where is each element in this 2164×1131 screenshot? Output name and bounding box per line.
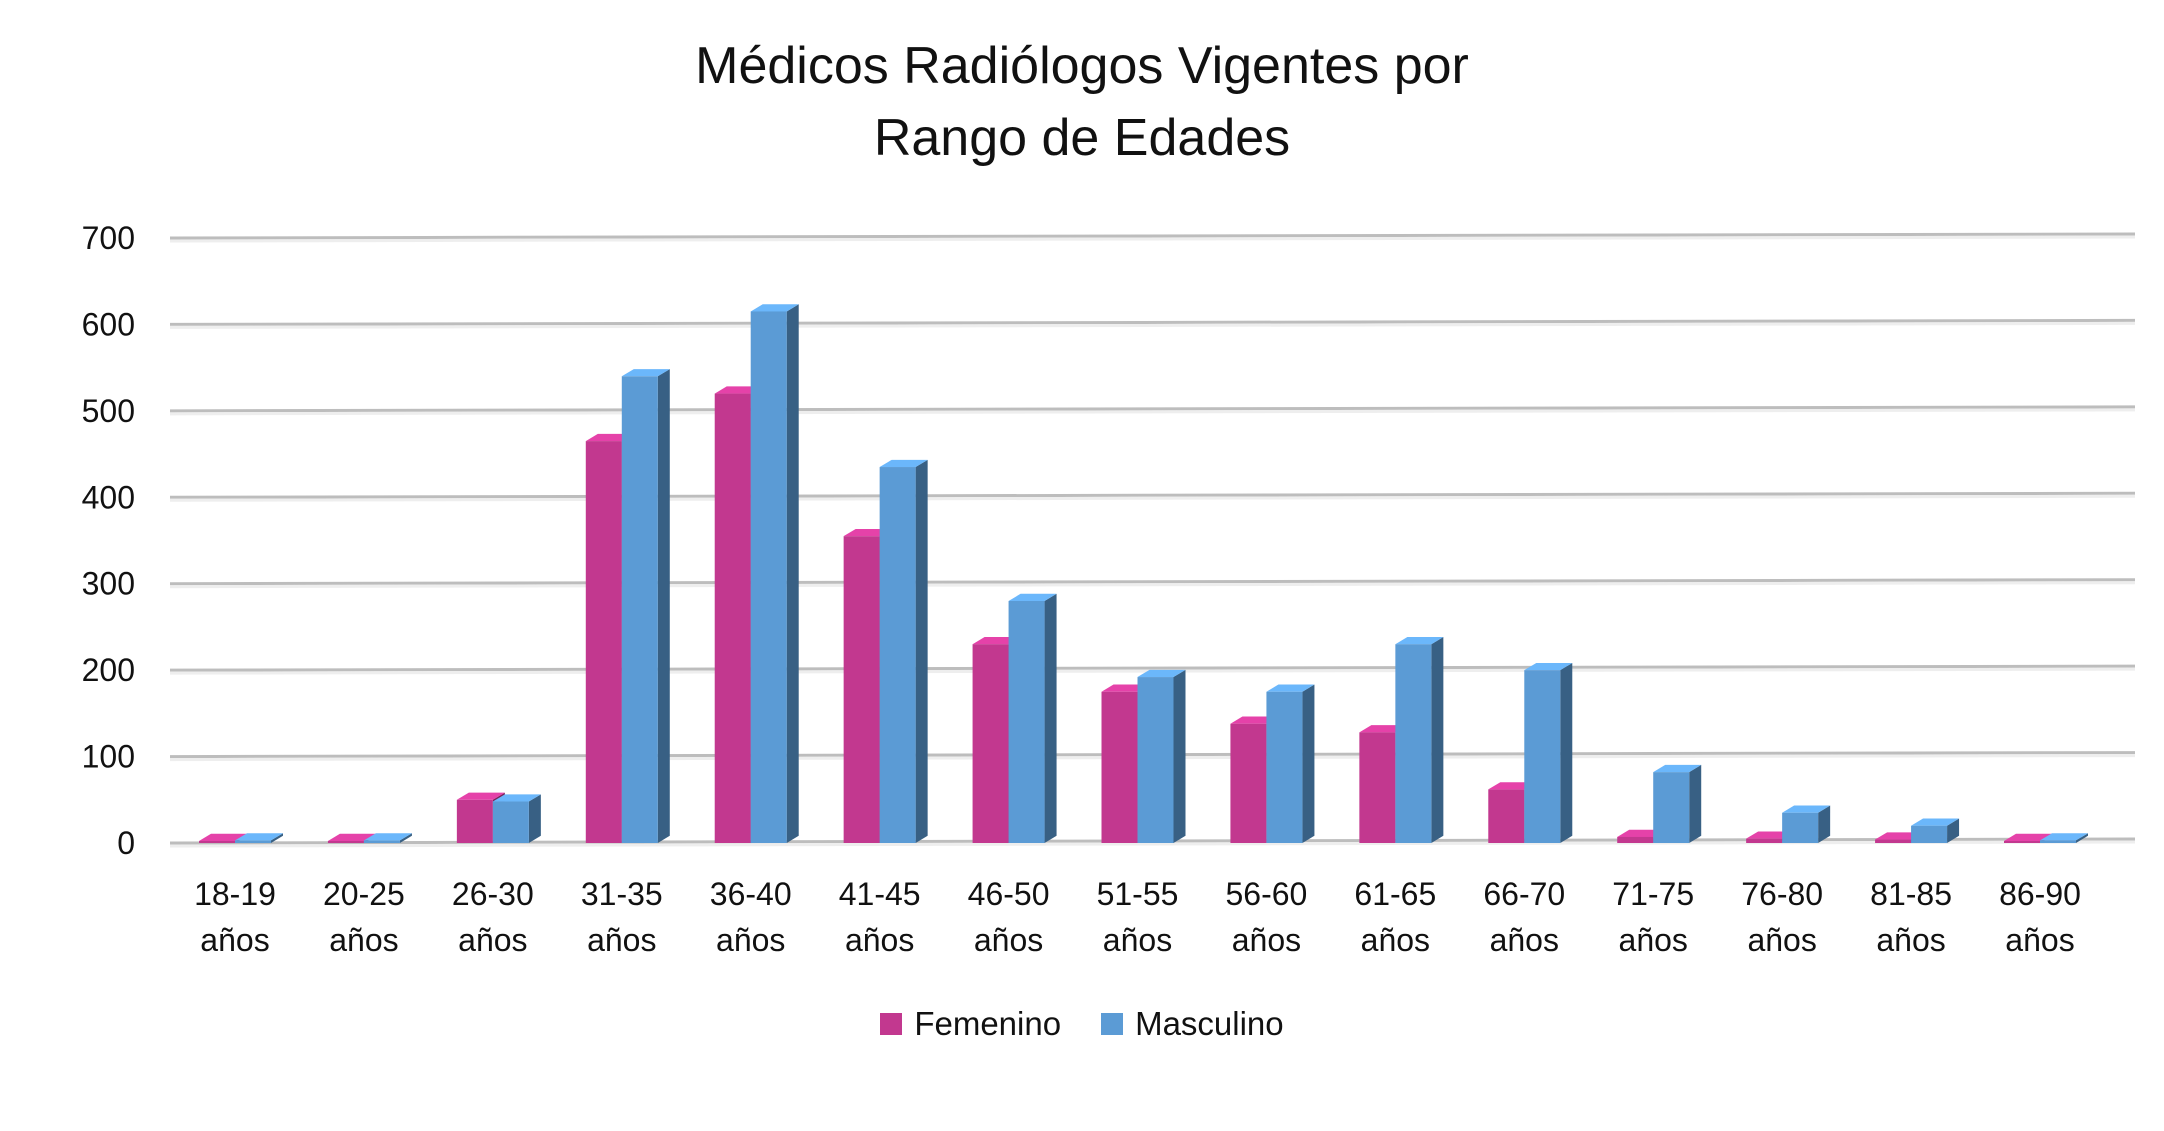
bar-masculino: [363, 833, 412, 843]
y-axis: 0 100 200 300 400 500 600 700: [82, 220, 135, 861]
y-tick-label: 0: [117, 825, 135, 861]
x-tick-label: 31-35: [581, 876, 663, 912]
x-tick-label: 76-80: [1741, 876, 1823, 912]
x-tick-label: años: [200, 922, 269, 958]
legend: Femenino Masculino: [0, 1005, 2164, 1043]
x-tick-label: 56-60: [1226, 876, 1308, 912]
x-tick-label: años: [716, 922, 785, 958]
bar-masculino: [2040, 833, 2088, 843]
y-tick-label: 200: [82, 652, 135, 688]
bar-masculino: [1782, 805, 1831, 843]
x-tick-label: 26-30: [452, 876, 534, 912]
x-tick-label: 86-90: [1999, 876, 2081, 912]
gridline: [169, 578, 2136, 586]
gridline: [169, 491, 2136, 499]
x-tick-label: 46-50: [968, 876, 1050, 912]
x-tick-label: 66-70: [1483, 876, 1565, 912]
bar-masculino: [750, 304, 799, 843]
chart-title: Médicos Radiólogos Vigentes por Rango de…: [0, 30, 2164, 174]
gridline-shadow: [169, 408, 2136, 416]
bar-layer: [199, 304, 2088, 843]
x-tick-label: 20-25: [323, 876, 405, 912]
bar-masculino: [1137, 669, 1186, 843]
legend-swatch-femenino: [880, 1013, 903, 1035]
grid-layer: [169, 232, 2136, 848]
gridline: [169, 318, 2136, 326]
bar-masculino: [1008, 593, 1057, 843]
x-tick-label: años: [1876, 922, 1945, 958]
bar-masculino: [879, 459, 928, 843]
gridline-shadow: [169, 235, 2136, 243]
y-tick-label: 500: [82, 393, 135, 429]
x-tick-label: años: [1232, 922, 1301, 958]
y-tick-label: 700: [82, 220, 135, 256]
bar-masculino: [1524, 662, 1573, 843]
y-tick-label: 300: [82, 566, 135, 602]
x-tick-label: años: [329, 922, 398, 958]
legend-swatch-masculino: [1101, 1013, 1124, 1035]
y-tick-label: 100: [82, 739, 135, 775]
x-tick-label: 51-55: [1097, 876, 1179, 912]
bar-masculino: [492, 794, 541, 843]
x-tick-label: 61-65: [1354, 876, 1436, 912]
x-tick-label: 36-40: [710, 876, 792, 912]
x-tick-label: 18-19: [194, 876, 276, 912]
gridline: [169, 664, 2136, 672]
x-axis: 18-19 años 20-25 años 26-30 años 31-35 años 36-4…: [194, 876, 2081, 958]
x-tick-label: 71-75: [1612, 876, 1694, 912]
x-tick-label: años: [1619, 922, 1688, 958]
bar-masculino: [1653, 764, 1702, 843]
x-tick-label: años: [845, 922, 914, 958]
gridline: [169, 232, 2136, 240]
gridline-shadow: [169, 321, 2136, 329]
x-tick-label: años: [1747, 922, 1816, 958]
legend-label-femenino: Femenino: [914, 1005, 1062, 1042]
y-tick-label: 400: [82, 479, 135, 515]
x-tick-label: años: [458, 922, 527, 958]
gridline-shadow: [169, 581, 2136, 589]
bar-masculino: [1395, 637, 1444, 843]
x-tick-label: años: [2005, 922, 2074, 958]
gridline-shadow: [169, 494, 2136, 502]
bar-masculino: [1266, 684, 1315, 843]
x-tick-label: 81-85: [1870, 876, 1952, 912]
x-tick-label: 41-45: [839, 876, 921, 912]
bar-masculino: [1911, 818, 1960, 843]
gridline: [169, 405, 2136, 413]
chart-title-line-1: Médicos Radiólogos Vigentes por: [695, 37, 1469, 95]
legend-item-masculino: Masculino: [1101, 1005, 1284, 1043]
bar-masculino: [621, 369, 670, 843]
legend-label-masculino: Masculino: [1135, 1005, 1284, 1042]
y-tick-label: 600: [82, 306, 135, 342]
chart-title-line-2: Rango de Edades: [873, 109, 1291, 167]
x-tick-label: años: [974, 922, 1043, 958]
x-tick-label: años: [1490, 922, 1559, 958]
bar-masculino: [235, 833, 283, 843]
x-tick-label: años: [1361, 922, 1430, 958]
x-tick-label: años: [587, 922, 656, 958]
x-tick-label: años: [1103, 922, 1172, 958]
legend-item-femenino: Femenino: [880, 1005, 1061, 1043]
